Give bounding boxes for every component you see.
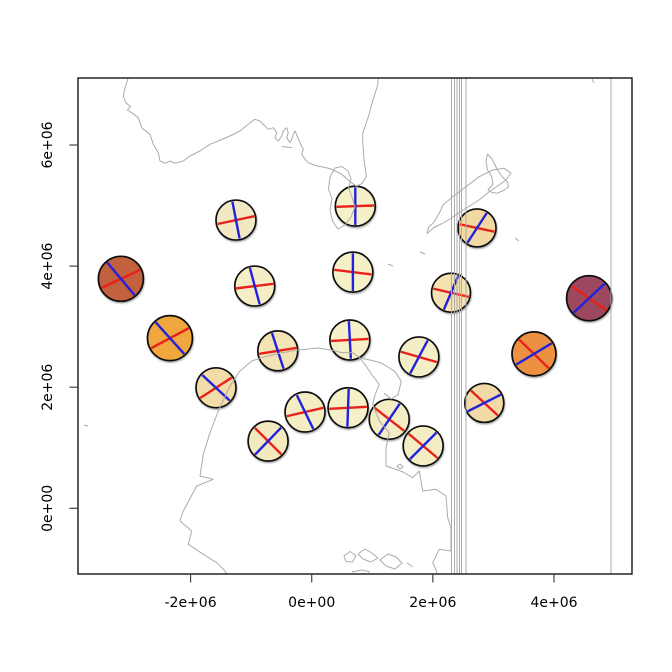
axis-line-blue bbox=[377, 403, 401, 436]
station-glyph bbox=[334, 185, 377, 228]
y-tick-label: 6e+06 bbox=[40, 121, 56, 168]
island-outline bbox=[396, 463, 404, 470]
island-outline bbox=[426, 167, 512, 234]
station-glyph bbox=[463, 382, 505, 424]
axis-line-blue bbox=[248, 267, 261, 305]
axis-line-blue bbox=[231, 201, 241, 239]
station-glyph bbox=[457, 208, 497, 248]
x-tick-label: 4e+06 bbox=[530, 595, 577, 611]
axis-line-blue bbox=[409, 431, 438, 461]
coastline bbox=[281, 146, 292, 149]
station-glyph bbox=[256, 330, 299, 372]
plot-border bbox=[77, 77, 633, 575]
axis-line-blue bbox=[466, 212, 488, 244]
coastline bbox=[419, 251, 426, 255]
station-glyph bbox=[215, 199, 257, 241]
coastline bbox=[359, 357, 402, 400]
axis-line-blue bbox=[467, 393, 502, 413]
station-glyph bbox=[332, 251, 374, 294]
y-tick-label: 0e+00 bbox=[40, 485, 56, 532]
station-glyph bbox=[97, 255, 145, 303]
axis-line-blue bbox=[346, 388, 350, 427]
station-glyph bbox=[565, 274, 613, 322]
coastline bbox=[406, 562, 414, 568]
axis-line-blue bbox=[106, 261, 136, 296]
station-glyph bbox=[195, 366, 237, 409]
x-tick-label: -2e+06 bbox=[164, 595, 216, 611]
axis-line-blue bbox=[154, 321, 186, 355]
coastline bbox=[351, 569, 371, 573]
island-outline bbox=[328, 166, 356, 230]
coastline bbox=[514, 237, 520, 242]
station-glyph bbox=[368, 398, 411, 441]
coastline bbox=[591, 78, 595, 84]
coastline bbox=[179, 347, 452, 574]
y-tick-label: 2e+06 bbox=[40, 364, 56, 411]
y-tick-label: 4e+06 bbox=[40, 242, 56, 289]
axis-line-blue bbox=[409, 339, 429, 375]
coastline-layer bbox=[83, 78, 612, 574]
island-outline bbox=[379, 553, 403, 570]
axis-line-blue bbox=[572, 282, 606, 314]
coastline bbox=[122, 78, 379, 187]
axis-line-blue bbox=[515, 342, 553, 366]
coastline bbox=[83, 424, 89, 427]
island-outline bbox=[485, 153, 509, 194]
coastline bbox=[387, 263, 394, 267]
station-glyph bbox=[327, 386, 369, 429]
axis-line-blue bbox=[254, 426, 283, 456]
station-glyph bbox=[402, 425, 444, 467]
station-glyph bbox=[398, 336, 440, 378]
axis-layer: -2e+06 0e+00 2e+06 4e+06 0e+00 2e+06 4e+06 6e+0… bbox=[40, 121, 578, 611]
x-tick-label: 2e+06 bbox=[409, 595, 456, 611]
island-outline bbox=[357, 548, 379, 563]
axis-line-blue bbox=[295, 394, 315, 430]
station-glyph bbox=[146, 314, 194, 362]
axis-line-blue bbox=[270, 332, 285, 370]
station-glyph bbox=[233, 265, 276, 307]
station-glyph bbox=[511, 331, 557, 377]
x-tick-label: 0e+00 bbox=[288, 595, 335, 611]
station-glyph bbox=[329, 319, 371, 361]
station-glyph bbox=[284, 391, 326, 433]
island-outline bbox=[343, 551, 357, 563]
station-glyph bbox=[247, 420, 289, 462]
station-glyph-layer bbox=[97, 185, 613, 467]
